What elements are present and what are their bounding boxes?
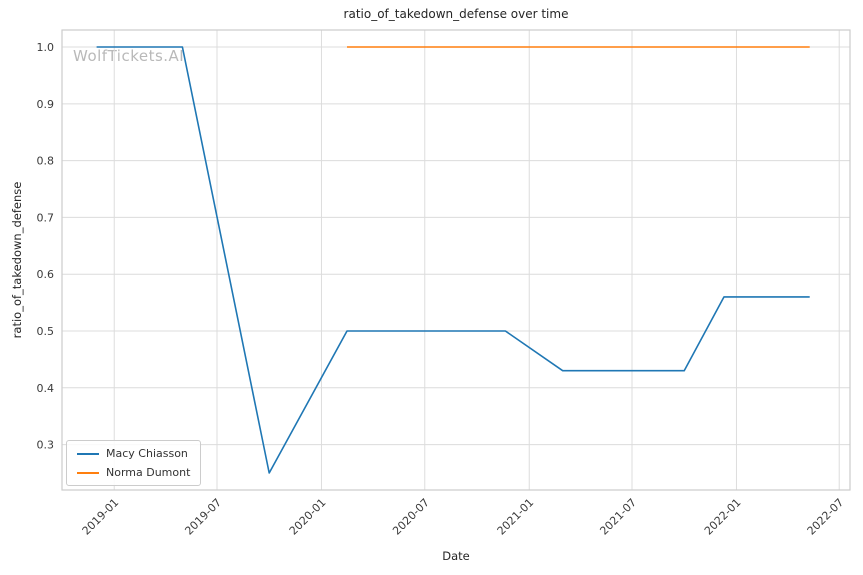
x-tick-label: 2021-01: [495, 496, 537, 538]
y-tick-label: 0.3: [37, 439, 55, 452]
x-tick-label: 2020-07: [390, 496, 432, 538]
y-tick-label: 1.0: [37, 41, 55, 54]
x-tick-label: 2019-01: [80, 496, 122, 538]
series-line-macy-chiasson: [96, 46, 810, 474]
y-tick-label: 0.9: [37, 98, 55, 111]
legend-line-swatch-macy-chiasson: [77, 452, 99, 455]
chart-title: ratio_of_takedown_defense over time: [343, 7, 569, 21]
x-tick-label: 2020-01: [287, 496, 329, 538]
x-tick-label: 2021-07: [597, 496, 639, 538]
legend-line-swatch-norma-dumont: [77, 471, 99, 474]
y-tick-label: 0.4: [37, 382, 55, 395]
plot-border: [61, 29, 851, 491]
x-tick-label: 2022-07: [805, 496, 847, 538]
x-tick-label: 2022-01: [702, 496, 744, 538]
y-tick-label: 0.7: [37, 211, 55, 224]
y-tick-label: 0.6: [37, 268, 55, 281]
legend-label-macy-chiasson: Macy Chiasson: [106, 447, 188, 460]
legend-item-norma-dumont: Norma Dumont: [77, 466, 190, 479]
watermark: WolfTickets.AI: [73, 47, 185, 65]
legend-label-norma-dumont: Norma Dumont: [106, 466, 191, 479]
legend-item-macy-chiasson: Macy Chiasson: [77, 447, 190, 460]
y-tick-label: 0.5: [37, 325, 55, 338]
legend: Macy Chiasson Norma Dumont: [66, 440, 202, 486]
y-tick-label: 0.8: [37, 155, 55, 168]
x-axis-label: Date: [442, 549, 470, 563]
x-tick-label: 2019-07: [182, 496, 224, 538]
